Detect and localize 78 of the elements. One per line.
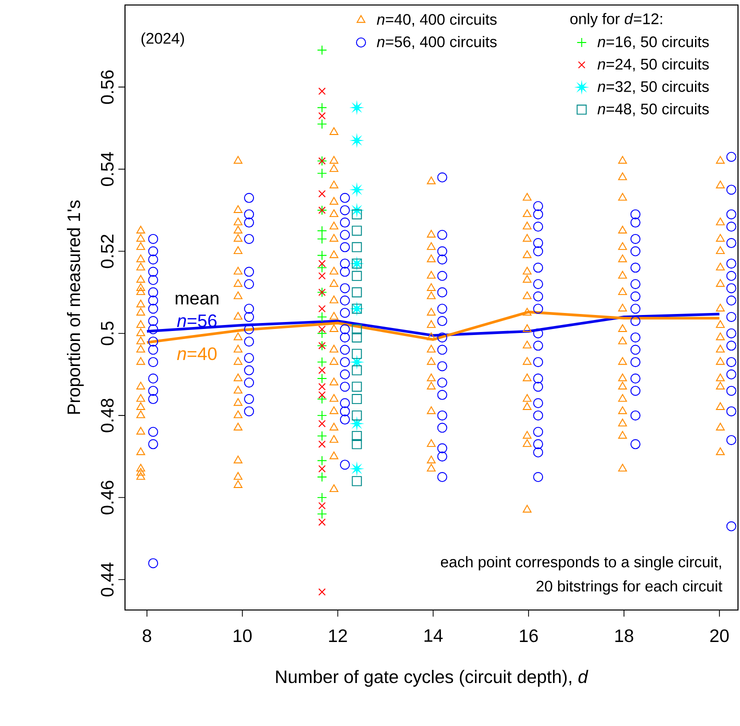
point bbox=[352, 287, 362, 298]
point bbox=[352, 476, 362, 486]
point bbox=[352, 439, 362, 450]
annotation: mean bbox=[176, 294, 218, 305]
point bbox=[318, 518, 326, 526]
legend-label: n=56, 400 circuits bbox=[376, 36, 497, 50]
annotation: each point corresponds to a single circuit, bbox=[440, 556, 721, 570]
x-axis-title: Number of gate cycles (circuit depth), d bbox=[276, 670, 588, 687]
y-tick-label: 0.54 bbox=[100, 152, 114, 186]
point bbox=[318, 272, 326, 280]
x-tick-label: 20 bbox=[710, 629, 729, 642]
point bbox=[352, 365, 362, 376]
point bbox=[352, 410, 362, 420]
text: (2024) bbox=[142, 32, 184, 47]
y-tick-label: 0.48 bbox=[100, 398, 114, 432]
annotation: 20 bitstrings for each circuit bbox=[536, 580, 722, 595]
legend-label: n=32, 50 circuits bbox=[598, 80, 709, 94]
point bbox=[317, 262, 328, 273]
point bbox=[317, 508, 328, 519]
point bbox=[317, 250, 328, 260]
point bbox=[352, 209, 362, 220]
x-tick-label: 8 bbox=[142, 629, 152, 642]
point bbox=[352, 242, 362, 252]
legend-label: n=16, 50 circuits bbox=[598, 36, 709, 50]
legend-title: only for d=12: bbox=[570, 12, 662, 28]
point bbox=[317, 456, 328, 466]
point bbox=[318, 190, 326, 198]
point bbox=[352, 332, 362, 342]
point bbox=[317, 430, 328, 441]
x-tick-label: 18 bbox=[615, 629, 634, 642]
point bbox=[317, 234, 328, 244]
point bbox=[318, 440, 326, 448]
point bbox=[317, 312, 328, 322]
point bbox=[317, 102, 328, 113]
y-tick-label: 0.46 bbox=[100, 480, 114, 514]
point bbox=[352, 324, 362, 334]
x-tick-label: 12 bbox=[329, 629, 347, 642]
line-series bbox=[146, 310, 721, 344]
point bbox=[318, 366, 326, 374]
legend-label: n=40, 400 circuits bbox=[376, 14, 497, 27]
point bbox=[352, 382, 362, 392]
legend-label: n=24, 50 circuits bbox=[598, 58, 709, 72]
point bbox=[317, 410, 328, 420]
point bbox=[317, 226, 328, 236]
point bbox=[317, 168, 328, 178]
x-tick-label: 10 bbox=[234, 629, 252, 642]
point bbox=[317, 119, 328, 130]
point bbox=[318, 88, 326, 95]
y-tick-label: 0.5 bbox=[100, 322, 114, 346]
point bbox=[317, 374, 328, 384]
point bbox=[352, 348, 362, 359]
legend-label: n=48, 50 circuits bbox=[598, 103, 709, 116]
point bbox=[352, 430, 362, 441]
series-label: n=40 bbox=[177, 347, 217, 360]
point bbox=[318, 502, 326, 510]
point bbox=[317, 357, 328, 368]
point bbox=[318, 588, 326, 596]
x-tick-label: 16 bbox=[520, 629, 538, 642]
line-series bbox=[146, 312, 721, 337]
point bbox=[318, 465, 326, 472]
point bbox=[317, 472, 328, 482]
point bbox=[318, 326, 326, 333]
point bbox=[318, 420, 326, 428]
point bbox=[352, 394, 362, 404]
point bbox=[318, 305, 326, 312]
point bbox=[318, 383, 326, 390]
point bbox=[318, 260, 326, 268]
point bbox=[317, 45, 328, 56]
point bbox=[317, 492, 328, 503]
y-tick-label: 0.56 bbox=[100, 70, 114, 104]
x-tick-label: 14 bbox=[424, 629, 443, 642]
y-tick-label: 0.52 bbox=[100, 234, 114, 268]
point bbox=[318, 112, 326, 120]
point bbox=[352, 270, 362, 281]
y-axis-title: Proportion of measured 1's bbox=[66, 200, 84, 414]
point bbox=[352, 226, 362, 236]
point bbox=[318, 391, 326, 399]
y-tick-label: 0.44 bbox=[100, 562, 114, 596]
